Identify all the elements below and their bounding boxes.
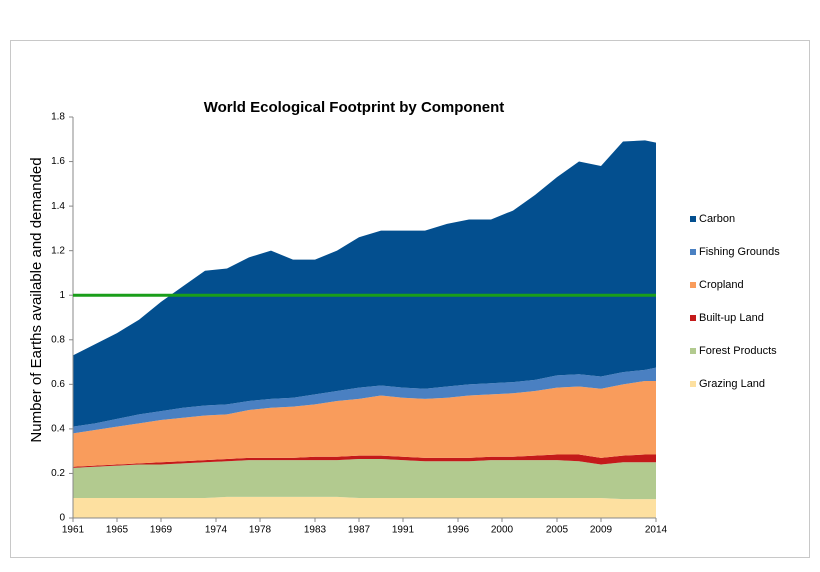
x-tick-label: 2000 <box>491 525 514 536</box>
x-tick-label: 1983 <box>304 525 327 536</box>
area <box>73 496 656 518</box>
legend-swatch <box>690 381 696 387</box>
y-tick-label: 0.2 <box>51 468 65 479</box>
legend-label: Carbon <box>699 213 735 225</box>
x-tick-label: 1969 <box>150 525 173 536</box>
x-tick-label: 2009 <box>590 525 613 536</box>
y-tick-label: 0.6 <box>51 379 65 390</box>
legend-swatch <box>690 249 696 255</box>
legend-label: Built-up Land <box>699 312 764 324</box>
x-tick-label: 1961 <box>62 525 85 536</box>
legend-swatch <box>690 348 696 354</box>
legend-label: Fishing Grounds <box>699 246 780 258</box>
area <box>73 458 656 500</box>
x-tick-label: 2014 <box>645 525 668 536</box>
x-tick-label: 2005 <box>546 525 569 536</box>
chart-title: World Ecological Footprint by Component <box>204 99 505 116</box>
legend-label: Cropland <box>699 279 744 291</box>
legend-swatch <box>690 216 696 222</box>
x-tick-label: 1974 <box>205 525 228 536</box>
x-tick-label: 1987 <box>348 525 371 536</box>
y-tick-label: 1 <box>59 290 65 301</box>
x-tick-label: 1965 <box>106 525 129 536</box>
y-tick-label: 1.6 <box>51 156 65 167</box>
y-tick-label: 1.8 <box>51 112 65 123</box>
y-tick-label: 0.4 <box>51 424 65 435</box>
legend-swatch <box>690 315 696 321</box>
y-tick-label: 0 <box>59 513 65 524</box>
area <box>73 380 656 467</box>
x-tick-label: 1996 <box>447 525 470 536</box>
y-tick-label: 0.8 <box>51 334 65 345</box>
area <box>73 367 656 434</box>
y-tick-label: 1.4 <box>51 201 65 212</box>
y-tick-label: 1.2 <box>51 245 65 256</box>
y-axis-title: Number of Earths available and demanded <box>28 157 45 442</box>
area <box>73 454 656 468</box>
area <box>73 140 656 427</box>
x-tick-label: 1978 <box>249 525 272 536</box>
legend-swatch <box>690 282 696 288</box>
legend-label: Forest Products <box>699 345 777 357</box>
x-tick-label: 1991 <box>392 525 415 536</box>
legend-label: Grazing Land <box>699 378 765 390</box>
